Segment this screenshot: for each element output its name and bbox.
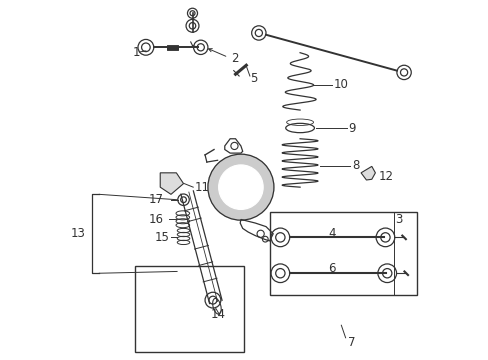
Text: 5: 5 <box>249 72 257 85</box>
Circle shape <box>207 154 273 220</box>
Text: 14: 14 <box>210 308 225 321</box>
Text: 10: 10 <box>333 78 347 91</box>
Text: 15: 15 <box>154 231 169 244</box>
Text: 2: 2 <box>230 52 238 65</box>
FancyBboxPatch shape <box>269 212 416 295</box>
Text: 12: 12 <box>378 170 393 183</box>
Text: 3: 3 <box>394 213 402 226</box>
Text: 7: 7 <box>348 336 355 348</box>
Text: 11: 11 <box>194 181 209 194</box>
Text: 17: 17 <box>149 193 164 206</box>
Text: 8: 8 <box>351 159 359 172</box>
Circle shape <box>218 165 263 210</box>
Text: 4: 4 <box>328 226 335 239</box>
Text: 9: 9 <box>348 122 355 135</box>
FancyBboxPatch shape <box>135 266 244 352</box>
Text: 16: 16 <box>148 213 163 226</box>
Text: 13: 13 <box>70 227 85 240</box>
Text: 1: 1 <box>133 46 141 59</box>
Polygon shape <box>360 166 375 180</box>
Text: 6: 6 <box>328 262 335 275</box>
Polygon shape <box>160 173 183 194</box>
